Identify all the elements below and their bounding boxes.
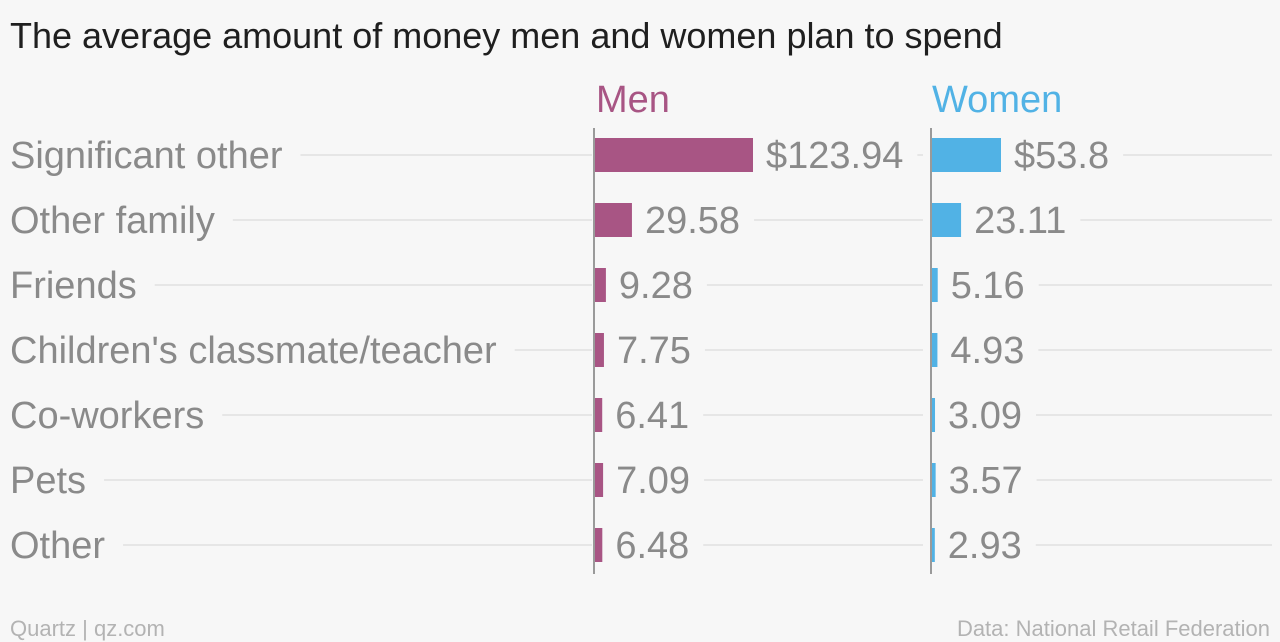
bar-men <box>594 203 632 237</box>
data-label: 2.93 <box>948 525 1022 567</box>
category-label: Children's classmate/teacher <box>10 330 497 372</box>
category-label: Other family <box>10 200 215 242</box>
bar-women <box>931 203 962 237</box>
data-label: 6.48 <box>615 525 689 567</box>
data-label: 3.09 <box>948 395 1022 437</box>
bar-men <box>594 398 603 432</box>
bar-women <box>931 268 938 302</box>
data-label: $53.8 <box>1014 135 1109 177</box>
bar-men <box>594 528 603 562</box>
bar-men <box>594 268 606 302</box>
gridlines <box>104 154 1272 546</box>
series-title: Men <box>596 79 670 121</box>
panel-women: Women $53.8 23.11 5.16 4.93 3.09 3.57 2.93 <box>930 79 1109 574</box>
category-label: Co-workers <box>10 395 204 437</box>
chart-title: The average amount of money men and wome… <box>10 15 1003 56</box>
bar-men <box>594 138 753 172</box>
category-label: Friends <box>10 265 137 307</box>
panel-men: Men $123.94 29.58 9.28 7.75 6.41 7.09 6.48 <box>593 79 903 574</box>
data-label: 3.57 <box>949 460 1023 502</box>
category-label: Pets <box>10 460 86 502</box>
bar-women <box>931 528 935 562</box>
data-label: 7.75 <box>617 330 691 372</box>
data-label: 6.41 <box>615 395 689 437</box>
footer-source-right: Data: National Retail Federation <box>957 616 1270 641</box>
category-label: Significant other <box>10 135 283 177</box>
series-title: Women <box>932 79 1062 121</box>
data-label: 29.58 <box>645 200 740 242</box>
data-label: 9.28 <box>619 265 693 307</box>
category-label: Other <box>10 525 105 567</box>
bar-women <box>931 333 938 367</box>
panels: Men $123.94 29.58 9.28 7.75 6.41 7.09 6.48 Women… <box>593 79 1109 574</box>
category-labels: Significant other Other family Friends Chil… <box>10 135 497 567</box>
bar-men <box>594 463 604 497</box>
bar-women <box>931 398 936 432</box>
data-label: 4.93 <box>950 330 1024 372</box>
data-label: 23.11 <box>974 200 1066 242</box>
bar-men <box>594 333 604 367</box>
bar-women <box>931 138 1001 172</box>
data-label: $123.94 <box>766 135 903 177</box>
bar-women <box>931 463 936 497</box>
data-label: 7.09 <box>616 460 690 502</box>
data-label: 5.16 <box>951 265 1025 307</box>
footer-source-left: Quartz | qz.com <box>10 616 165 641</box>
